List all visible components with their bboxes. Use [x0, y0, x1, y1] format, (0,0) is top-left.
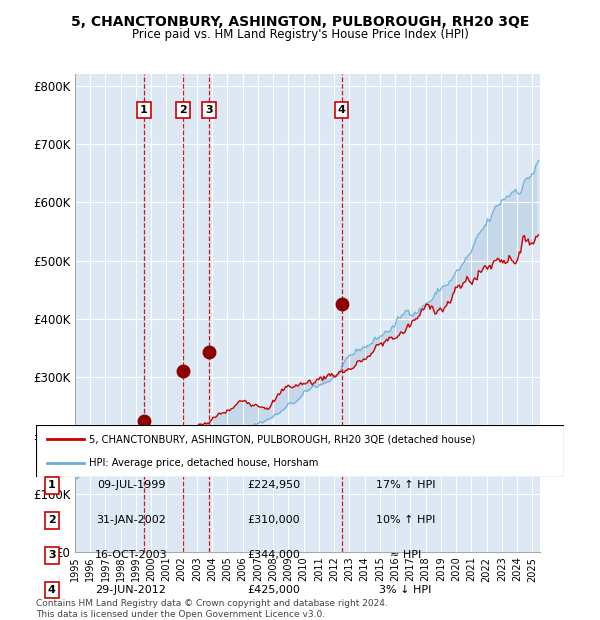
Text: 5, CHANCTONBURY, ASHINGTON, PULBOROUGH, RH20 3QE: 5, CHANCTONBURY, ASHINGTON, PULBOROUGH, … [71, 16, 529, 30]
Text: £344,000: £344,000 [247, 550, 300, 560]
Text: 17% ↑ HPI: 17% ↑ HPI [376, 480, 436, 490]
Text: 09-JUL-1999: 09-JUL-1999 [97, 480, 165, 490]
Text: ≈ HPI: ≈ HPI [390, 550, 421, 560]
Text: 3: 3 [48, 550, 56, 560]
Text: 3% ↓ HPI: 3% ↓ HPI [379, 585, 432, 595]
Text: £425,000: £425,000 [247, 585, 300, 595]
Text: 16-OCT-2003: 16-OCT-2003 [95, 550, 167, 560]
Text: 29-JUN-2012: 29-JUN-2012 [95, 585, 166, 595]
Text: 1: 1 [140, 105, 148, 115]
Text: £310,000: £310,000 [247, 515, 300, 525]
FancyBboxPatch shape [36, 425, 564, 477]
Text: 5, CHANCTONBURY, ASHINGTON, PULBOROUGH, RH20 3QE (detached house): 5, CHANCTONBURY, ASHINGTON, PULBOROUGH, … [89, 435, 475, 445]
Text: Price paid vs. HM Land Registry's House Price Index (HPI): Price paid vs. HM Land Registry's House … [131, 28, 469, 41]
Text: £224,950: £224,950 [247, 480, 300, 490]
Text: 10% ↑ HPI: 10% ↑ HPI [376, 515, 435, 525]
Text: 3: 3 [205, 105, 213, 115]
Text: 2: 2 [48, 515, 56, 525]
Text: 4: 4 [338, 105, 346, 115]
Text: Contains HM Land Registry data © Crown copyright and database right 2024.
This d: Contains HM Land Registry data © Crown c… [36, 600, 388, 619]
Text: 31-JAN-2002: 31-JAN-2002 [96, 515, 166, 525]
Text: 4: 4 [48, 585, 56, 595]
Text: 2: 2 [179, 105, 187, 115]
Text: 1: 1 [48, 480, 56, 490]
Text: HPI: Average price, detached house, Horsham: HPI: Average price, detached house, Hors… [89, 458, 318, 467]
